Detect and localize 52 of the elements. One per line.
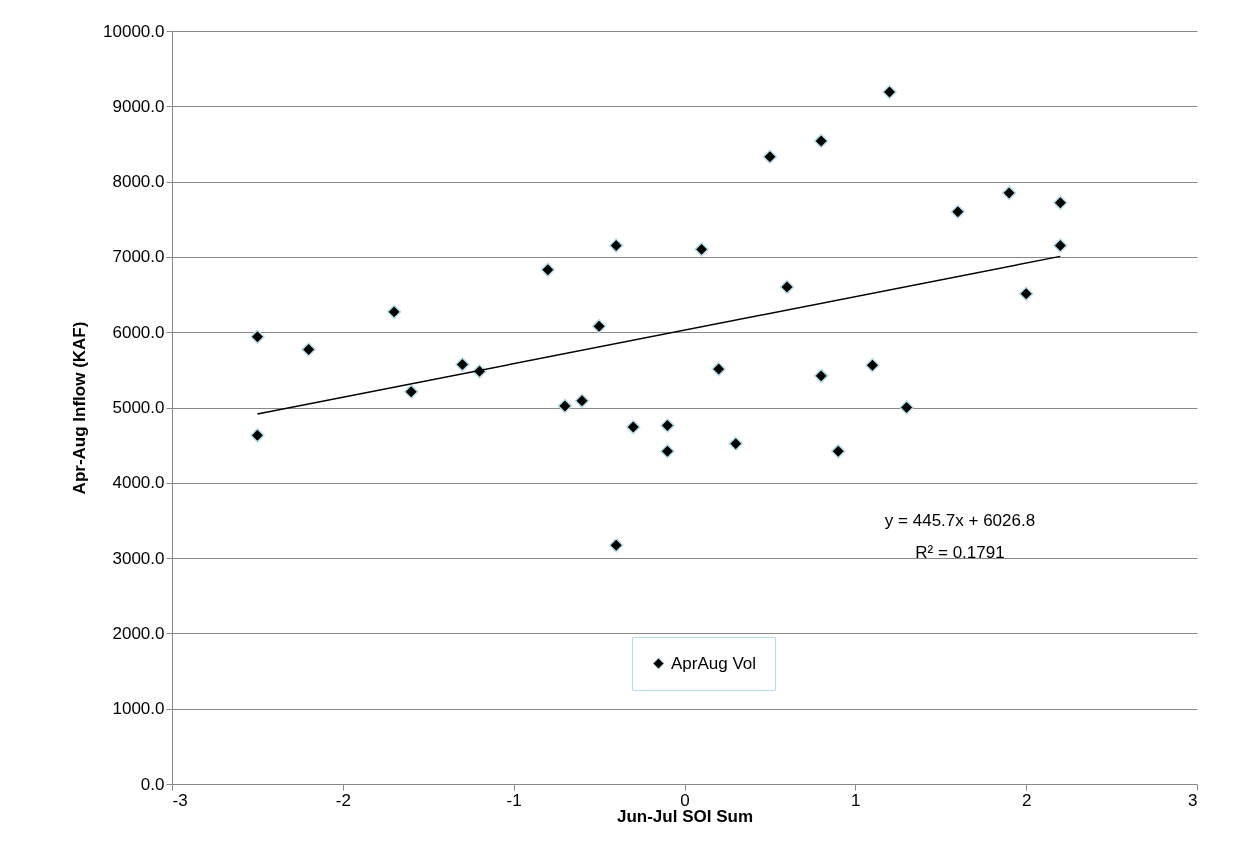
point xyxy=(660,443,675,459)
x-tick-label: 1 xyxy=(851,790,861,810)
point xyxy=(779,279,795,295)
point xyxy=(1018,286,1034,302)
point xyxy=(711,361,726,377)
point xyxy=(813,133,829,149)
annotation: y = 445.7x + 6026.8 xyxy=(884,511,1036,530)
y-tick-label: 8000.0 xyxy=(112,172,165,192)
point xyxy=(608,538,624,553)
point xyxy=(694,242,709,257)
y-tick-label: 9000.0 xyxy=(112,96,165,116)
point xyxy=(865,358,880,373)
x-tick-label: -3 xyxy=(172,790,188,810)
x-tick-label: 3 xyxy=(1188,790,1198,810)
y-tick-label: 5000.0 xyxy=(112,398,165,417)
point xyxy=(540,262,556,277)
point xyxy=(762,149,778,165)
y-tick-label: 0.0 xyxy=(140,774,165,794)
point xyxy=(660,418,675,433)
y-tick-label: 6000.0 xyxy=(112,322,165,342)
x-tick-label: -2 xyxy=(335,790,351,810)
point xyxy=(1053,238,1068,253)
y-tick-label: 10000.0 xyxy=(103,21,165,41)
point xyxy=(250,329,265,344)
point xyxy=(250,428,265,443)
point xyxy=(557,398,573,414)
annotation: R² = 0.1791 xyxy=(915,543,1005,562)
point xyxy=(899,400,914,415)
x-tick-label: -1 xyxy=(506,790,522,810)
point xyxy=(1053,195,1068,210)
point xyxy=(625,419,641,435)
point xyxy=(574,393,590,408)
y-tick-label: 4000.0 xyxy=(112,473,165,493)
point xyxy=(1001,185,1017,201)
point xyxy=(608,238,624,253)
point xyxy=(455,357,470,372)
y-axis-title: Apr-Aug Inflow (KAF) xyxy=(70,321,90,495)
point xyxy=(386,304,402,320)
legend-label: AprAug Vol xyxy=(671,653,757,673)
point xyxy=(728,436,744,451)
y-tick-label: 2000.0 xyxy=(112,623,165,643)
point xyxy=(950,204,966,219)
x-tick-label: 2 xyxy=(1021,790,1032,810)
point xyxy=(403,384,419,399)
y-tick-label: 1000.0 xyxy=(112,699,165,719)
point xyxy=(882,84,897,100)
point xyxy=(813,368,829,384)
point xyxy=(830,443,846,459)
point xyxy=(591,318,607,334)
point xyxy=(301,342,316,357)
y-tick-label: 3000.0 xyxy=(112,548,165,568)
y-tick-label: 7000.0 xyxy=(112,247,165,267)
